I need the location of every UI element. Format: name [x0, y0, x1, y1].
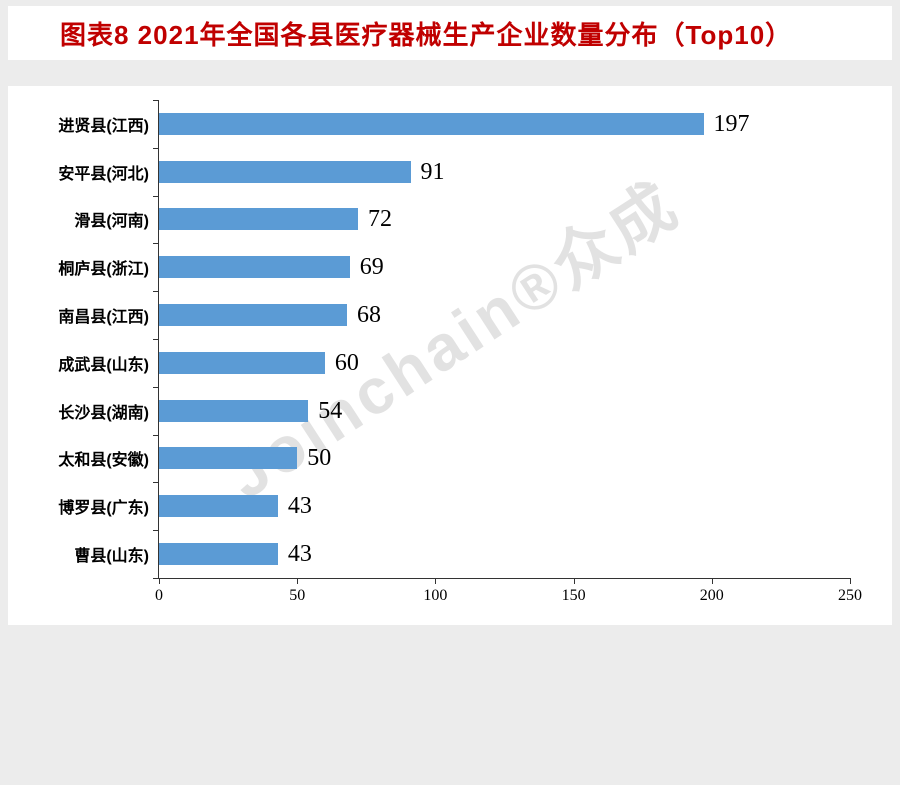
category-label: 长沙县(湖南) — [58, 404, 149, 422]
category-label: 博罗县(广东) — [58, 500, 149, 518]
y-axis-tick — [153, 578, 159, 579]
y-axis-tick — [153, 243, 159, 245]
value-label: 60 — [334, 349, 359, 376]
chart-card: Joinchain®众成 进贤县(江西) 197 安平县(河北) 91 滑县(河南) 72… — [8, 86, 892, 625]
value-label: 91 — [420, 158, 445, 185]
bar-row: 滑县(河南) 72 — [74, 196, 850, 244]
y-axis-tick — [153, 386, 159, 388]
category-label: 曹县(山东) — [74, 548, 149, 566]
x-axis-tick — [159, 578, 160, 584]
value-label: 54 — [318, 397, 343, 424]
category-label: 桐庐县(浙江) — [58, 261, 149, 279]
value-label: 43 — [287, 493, 312, 520]
bar-row: 南昌县(江西) 68 — [58, 291, 850, 339]
x-axis-tick — [297, 578, 299, 584]
y-axis-tick — [153, 339, 159, 340]
value-label: 50 — [307, 445, 332, 472]
y-axis-tick — [153, 482, 159, 484]
chart-title: 图表8 2021年全国各县医疗器械生产企业数量分布（Top10） — [60, 19, 793, 50]
y-axis-tick — [153, 291, 159, 293]
y-axis-tick — [153, 195, 159, 197]
y-axis-tick — [153, 147, 159, 149]
x-axis-label: 150 — [561, 587, 586, 604]
bar-row: 长沙县(湖南) 54 — [58, 387, 850, 435]
x-axis-label: 0 — [155, 587, 163, 604]
plot-area: 进贤县(江西) 197 安平县(河北) 91 滑县(河南) 72 桐庐县(浙江) 69 南昌县(… — [58, 100, 862, 604]
x-axis-tick — [435, 578, 437, 584]
x-axis-label: 50 — [289, 587, 306, 604]
bar — [159, 112, 704, 135]
bar-row: 太和县(安徽) 50 — [58, 435, 850, 483]
category-label: 进贤县(江西) — [58, 117, 149, 135]
x-axis-tick — [850, 578, 851, 584]
bar-row: 成武县(山东) 60 — [58, 339, 850, 387]
x-axis-label: 250 — [838, 587, 862, 604]
bar-row: 博罗县(广东) 43 — [58, 482, 850, 530]
bar — [159, 304, 347, 327]
bar — [159, 495, 278, 518]
y-axis-tick — [153, 530, 159, 532]
y-axis-tick — [153, 100, 159, 101]
bar — [159, 256, 350, 279]
bar-row: 安平县(河北) 91 — [58, 148, 850, 196]
category-label: 南昌县(江西) — [58, 309, 149, 327]
category-label: 太和县(安徽) — [58, 452, 149, 470]
x-axis-tick — [711, 578, 713, 584]
value-label: 69 — [359, 254, 384, 281]
value-label: 72 — [368, 206, 392, 233]
value-label: 43 — [287, 541, 312, 568]
bar — [159, 208, 358, 231]
value-label: 68 — [356, 302, 381, 329]
x-axis-label: 100 — [423, 587, 448, 604]
y-axis-tick — [153, 434, 159, 436]
bar — [159, 447, 298, 470]
category-label: 成武县(山东) — [58, 356, 149, 374]
x-axis-label: 200 — [699, 587, 724, 604]
title-card: 图表8 2021年全国各县医疗器械生产企业数量分布（Top10） — [8, 6, 892, 60]
bar — [159, 160, 411, 183]
bar-row: 曹县(山东) 43 — [74, 530, 850, 578]
bar — [159, 399, 309, 422]
x-axis-tick — [573, 578, 575, 584]
bar-row: 桐庐县(浙江) 69 — [58, 243, 850, 291]
value-label: 197 — [713, 110, 750, 137]
bar — [159, 543, 278, 566]
bar — [159, 351, 325, 374]
bar-row: 进贤县(江西) 197 — [58, 100, 850, 148]
category-label: 安平县(河北) — [58, 165, 149, 183]
category-label: 滑县(河南) — [74, 213, 149, 231]
page: { "page": { "title": "图表8 2021年全国各县医疗器械生… — [8, 6, 892, 625]
